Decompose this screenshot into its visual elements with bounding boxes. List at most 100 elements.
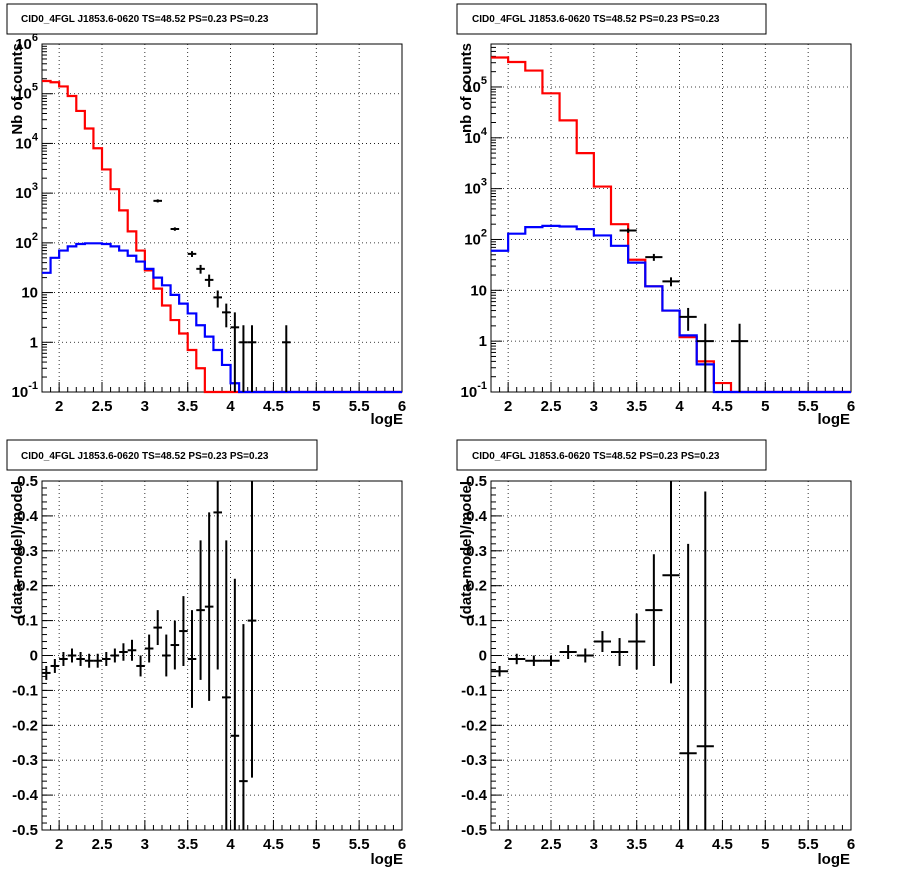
x-axis-label: logE [818, 411, 851, 428]
residual-point [127, 639, 137, 661]
data-point [204, 274, 214, 287]
data-point [170, 227, 180, 231]
x-tick-label: 2 [504, 398, 512, 415]
x-tick-label: 2 [55, 836, 63, 853]
y-tick-label: 0 [30, 648, 38, 665]
residual-point [204, 512, 214, 701]
x-tick-label: 2 [504, 836, 512, 853]
residual-point [170, 620, 180, 670]
x-tick-label: 4 [226, 398, 235, 415]
y-tick-label: -0.5 [461, 822, 487, 839]
counts-panel-right: CID0_4FGL J1853.6-0620 TS=48.52 PS=0.23 … [456, 3, 855, 428]
data-point [239, 325, 248, 392]
x-tick-label: 3.5 [177, 398, 198, 415]
x-axis-label: logE [818, 851, 851, 868]
y-tick-exponent: 5 [32, 82, 38, 94]
y-tick-label: 0.3 [466, 543, 487, 560]
residual-point [679, 543, 697, 830]
y-tick-exponent: 6 [32, 32, 38, 44]
data-point [619, 228, 637, 233]
y-tick-label: 0.4 [466, 508, 488, 525]
title-box [6, 439, 318, 471]
y-tick-label: -0.5 [12, 822, 38, 839]
data-point [645, 253, 663, 261]
residual-point [59, 652, 68, 666]
residual-point [230, 578, 240, 830]
x-tick-label: 4 [675, 836, 684, 853]
residual-point [110, 648, 120, 663]
y-tick-label: 0.2 [17, 578, 38, 595]
panel-title: CID0_4FGL J1853.6-0620 TS=48.52 PS=0.23 … [21, 451, 269, 462]
y-tick-label: 0.5 [466, 473, 487, 490]
residual-point [50, 658, 60, 673]
x-tick-label: 6 [398, 836, 406, 853]
y-tick-label: 0.5 [17, 473, 38, 490]
residual-point [645, 554, 663, 666]
residual-point [187, 610, 197, 708]
data-point [213, 290, 222, 308]
residual-point [67, 648, 77, 663]
x-tick-label: 5 [761, 398, 769, 415]
data-point [696, 323, 714, 392]
residual-point [42, 665, 51, 680]
y-tick-label: 0.2 [466, 578, 487, 595]
data-point [196, 264, 205, 274]
x-tick-label: 5 [761, 836, 769, 853]
x-tick-label: 3.5 [626, 836, 647, 853]
y-tick-label: 10 [21, 285, 38, 302]
y-axis-label: nb of counts [458, 43, 475, 133]
residual-panel-left: CID0_4FGL J1853.6-0620 TS=48.52 PS=0.23 … [6, 439, 406, 868]
data-point [247, 325, 257, 392]
y-axis-label: (data-model)/model [458, 481, 475, 619]
residual-point [76, 652, 85, 666]
x-tick-label: 2.5 [92, 398, 113, 415]
x-tick-label: 5.5 [349, 836, 370, 853]
residual-point [696, 491, 714, 830]
title-box [456, 3, 767, 35]
residual-point [247, 481, 257, 778]
histogram-step-line [491, 224, 851, 394]
x-tick-label: 2 [55, 398, 63, 415]
residual-point [93, 653, 102, 668]
x-tick-label: 4.5 [263, 836, 284, 853]
y-tick-label: -0.3 [12, 752, 38, 769]
x-tick-label: 4 [226, 836, 235, 853]
residual-point [508, 653, 526, 665]
residual-point [179, 596, 188, 666]
x-tick-label: 4.5 [712, 398, 733, 415]
y-tick-label: -0.2 [12, 717, 38, 734]
x-axis-label: logE [371, 411, 404, 428]
y-tick-exponent: -1 [28, 380, 38, 392]
x-tick-label: 3.5 [177, 836, 198, 853]
y-tick-label: 0.1 [17, 613, 38, 630]
data-point [187, 251, 197, 257]
data-point [230, 312, 240, 392]
residual-point [144, 634, 154, 663]
residual-point [84, 653, 94, 668]
y-axis-label: Nb of counts [9, 43, 26, 135]
y-tick-exponent: 2 [481, 227, 487, 239]
residual-point [153, 610, 162, 646]
y-tick-label: -0.4 [461, 787, 488, 804]
residual-point [628, 613, 646, 670]
x-tick-label: 6 [398, 398, 406, 415]
y-tick-label: 1 [30, 334, 38, 351]
y-tick-exponent: 3 [481, 177, 487, 189]
y-tick-label: 0.4 [17, 508, 39, 525]
y-tick-exponent: -1 [477, 380, 487, 392]
data-point [679, 307, 697, 331]
residual-panel-right: CID0_4FGL J1853.6-0620 TS=48.52 PS=0.23 … [456, 439, 855, 868]
residual-point [576, 648, 594, 663]
residual-point [222, 540, 231, 830]
residual-point [491, 665, 509, 677]
y-axis-label: (data-model)/model [9, 481, 26, 619]
y-tick-exponent: 2 [32, 231, 38, 243]
histogram-step-line [42, 242, 402, 394]
y-tick-label: -0.1 [12, 682, 38, 699]
y-tick-label: -0.4 [12, 787, 39, 804]
x-tick-label: 5.5 [349, 398, 370, 415]
x-tick-label: 3.5 [626, 398, 647, 415]
panel-title: CID0_4FGL J1853.6-0620 TS=48.52 PS=0.23 … [472, 14, 720, 25]
title-box [456, 439, 767, 471]
